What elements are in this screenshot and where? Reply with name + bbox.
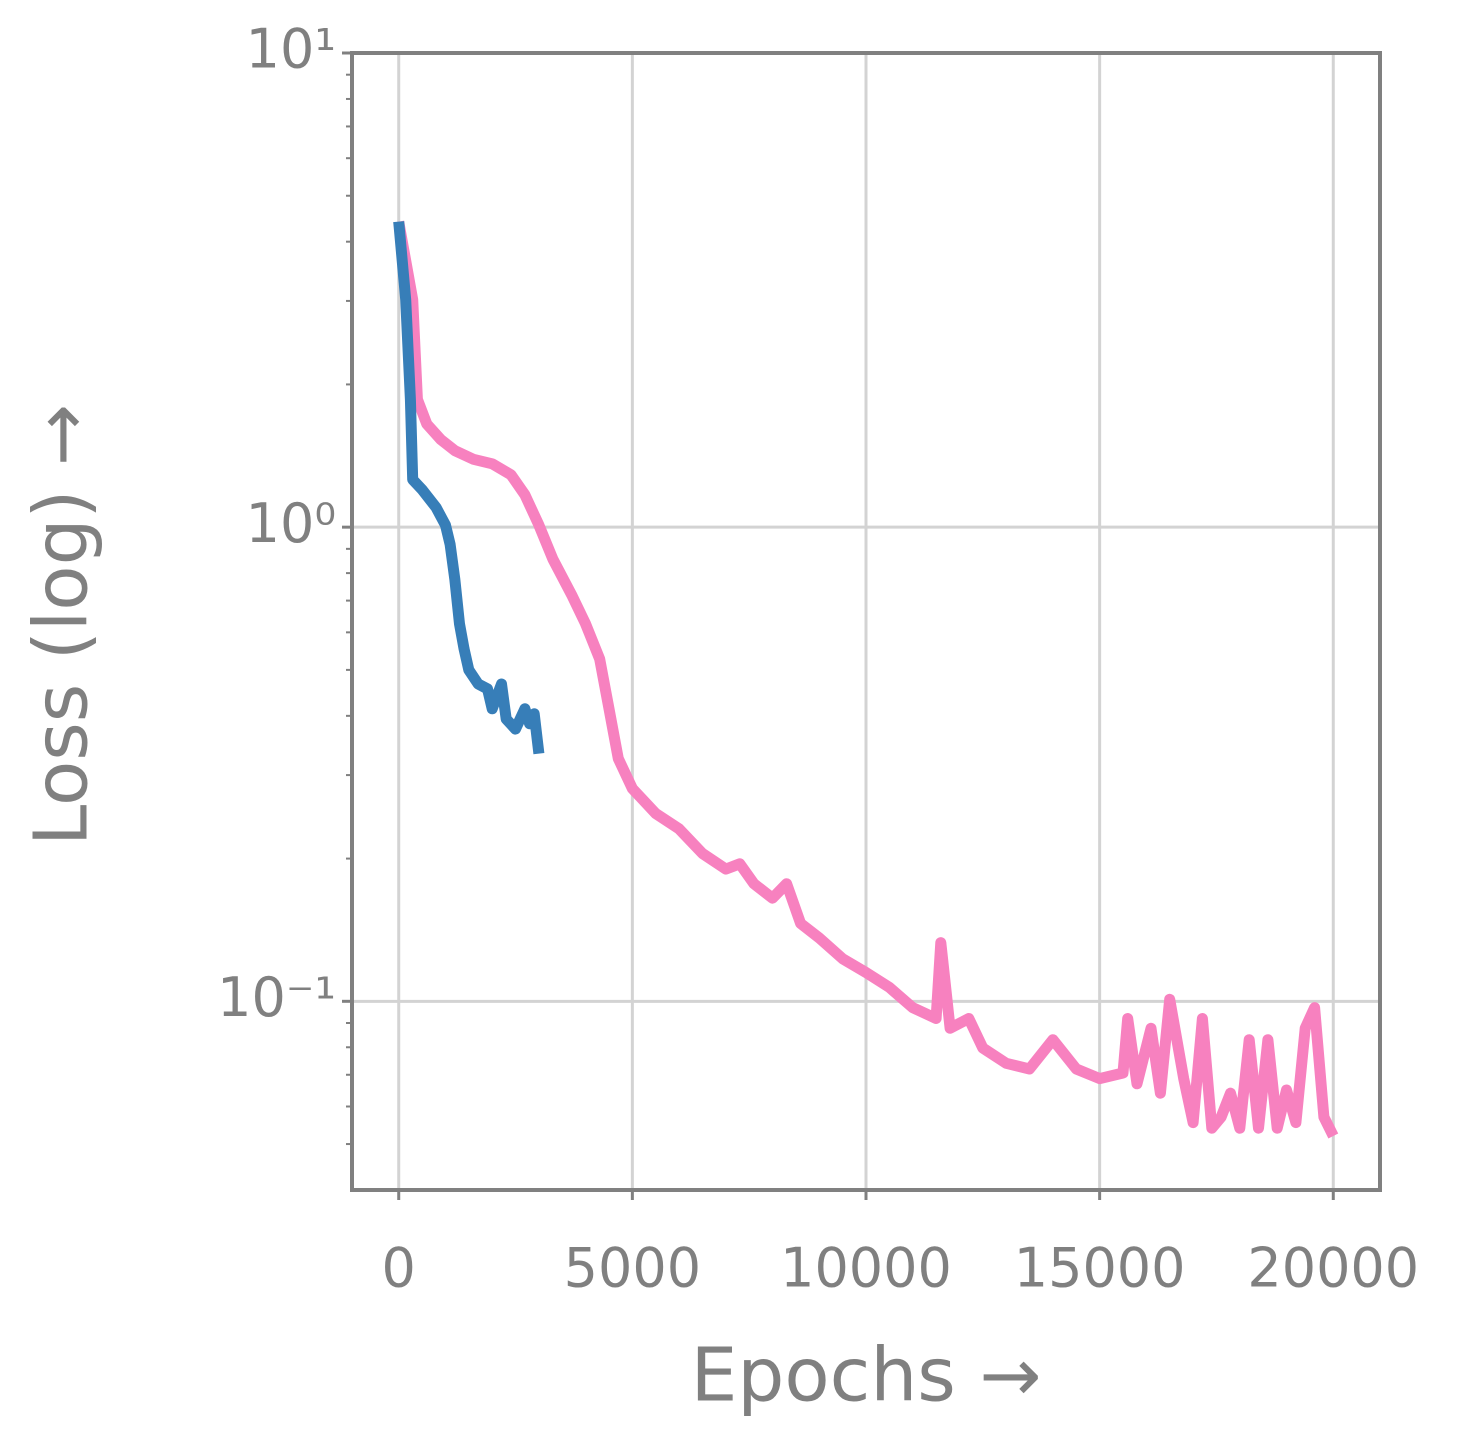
x-tick-label: 0: [382, 1237, 416, 1300]
x-tick-label: 20000: [1247, 1237, 1419, 1300]
x-tick-label: 5000: [564, 1237, 701, 1300]
series-line: [393, 220, 1339, 1139]
y-axis-label: Loss (log) →: [19, 404, 105, 846]
x-tick-label: 15000: [1014, 1237, 1186, 1300]
x-tick-label: 10000: [780, 1237, 952, 1300]
y-tick-label: 10⁻¹: [217, 966, 336, 1029]
series-line: [393, 221, 545, 755]
y-tick-label: 10⁰: [246, 492, 336, 555]
x-axis-label: Epochs →: [691, 1333, 1042, 1419]
y-tick-label: 10¹: [246, 18, 336, 81]
plot-frame: [350, 51, 1382, 1192]
